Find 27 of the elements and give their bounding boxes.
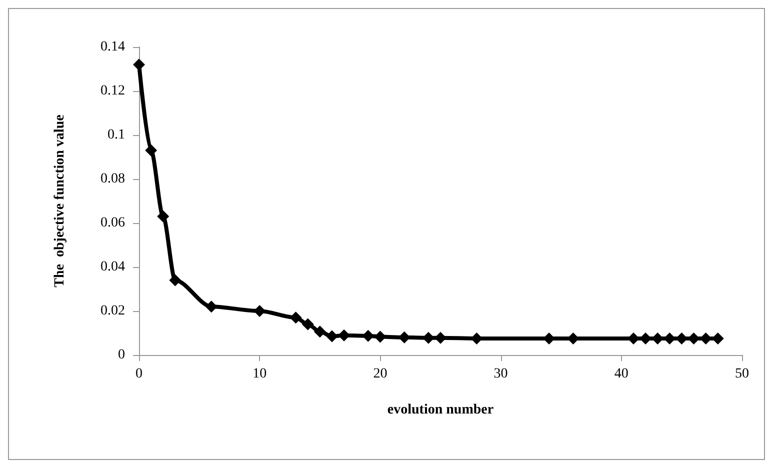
x-tick-label: 50 [735, 366, 749, 382]
point [326, 330, 338, 342]
y-tick-label: 0.02 [100, 304, 125, 318]
y-axis-title: The objective function value [52, 114, 68, 288]
point [314, 326, 326, 338]
y-tick-label: 0.08 [100, 172, 125, 186]
point [205, 300, 218, 313]
point [145, 144, 158, 156]
y-tick-label: 0.12 [100, 84, 125, 98]
x-tick-label: 30 [494, 366, 508, 382]
point [434, 332, 446, 344]
point [302, 318, 314, 330]
x-axis-title: evolution number [387, 402, 494, 418]
y-tick-label: 0.14 [100, 40, 125, 54]
x-tick-label: 10 [252, 366, 267, 382]
point [362, 330, 374, 342]
x-tick-label: 40 [614, 366, 628, 382]
point [133, 58, 145, 71]
y-tick-label: 0.04 [100, 260, 125, 274]
point [157, 210, 170, 222]
point [290, 312, 302, 324]
x-tick-label: 0 [136, 366, 142, 382]
y-tick-label: 0 [118, 348, 125, 362]
y-tick-label: 0.06 [100, 216, 125, 230]
point [169, 274, 182, 286]
x-tick-label: 20 [373, 366, 388, 382]
y-tick-label: 0.1 [108, 128, 125, 142]
